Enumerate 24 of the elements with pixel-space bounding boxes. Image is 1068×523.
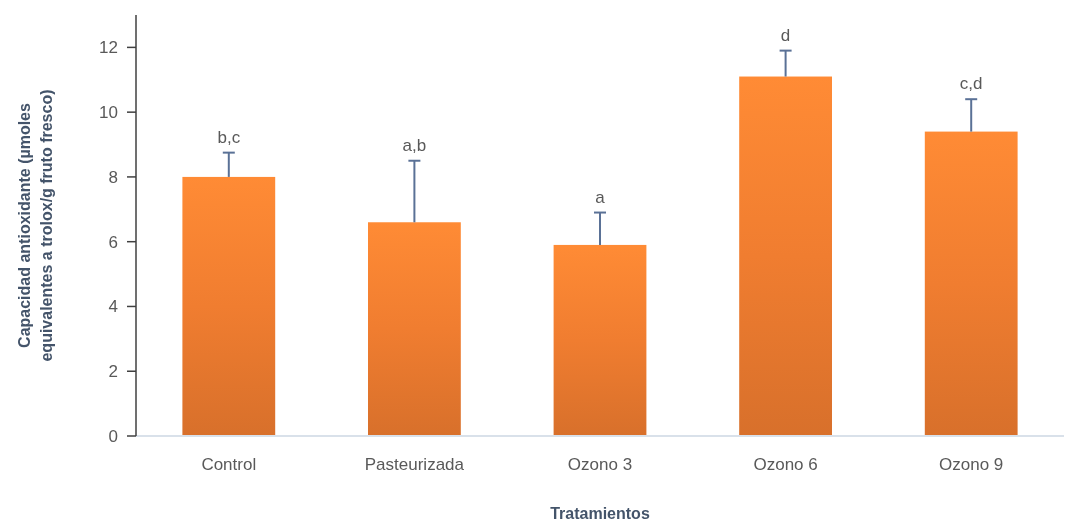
bar — [368, 222, 461, 436]
x-tick-label: Ozono 9 — [939, 455, 1004, 474]
x-tick-label: Ozono 6 — [753, 455, 818, 474]
y-tick-label: 6 — [108, 232, 118, 252]
y-tick-label: 10 — [99, 103, 118, 123]
y-tick-label: 8 — [108, 167, 118, 187]
y-axis-title: Capacidad antioxidante (µmoles equivalentes a trolox/g fruto fresco) — [16, 89, 55, 362]
y-tick-label: 4 — [108, 297, 118, 317]
annotation: c,d — [959, 74, 983, 94]
annotation: d — [780, 25, 791, 45]
x-tick-label: Pasteurizada — [364, 455, 465, 474]
bar — [924, 131, 1018, 436]
x-tick-label: Ozono 3 — [567, 455, 633, 474]
annotation: b,c — [217, 127, 241, 147]
y-tick-label: 2 — [108, 362, 118, 382]
annotation: a — [595, 187, 606, 207]
bar — [182, 176, 276, 436]
y-tick-label: 0 — [108, 426, 118, 446]
annotation: a,b — [402, 135, 427, 155]
x-tick-label: Control — [201, 455, 257, 474]
bar — [553, 244, 647, 436]
x-axis-title: Tratamientos — [550, 505, 650, 522]
y-tick-label: 12 — [99, 38, 118, 58]
bar — [739, 76, 832, 436]
